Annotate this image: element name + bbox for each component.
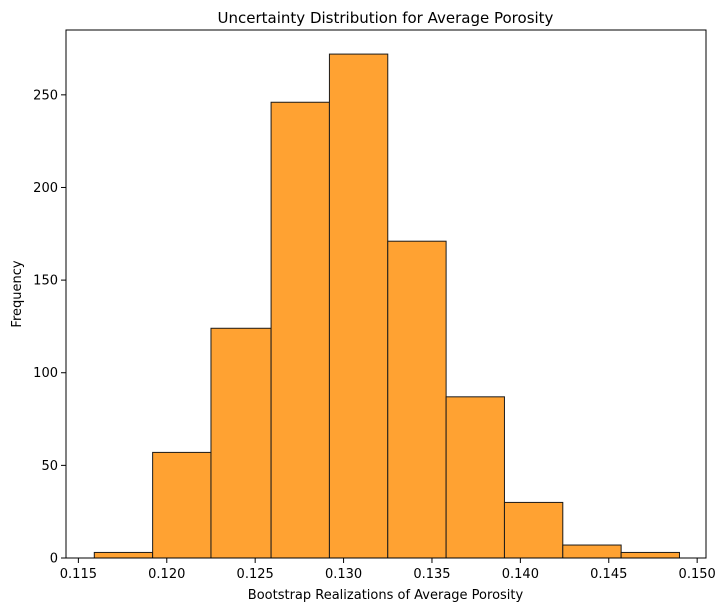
- x-tick-label: 0.125: [237, 567, 274, 582]
- y-tick-label: 200: [33, 181, 58, 196]
- y-tick-label: 150: [33, 274, 58, 289]
- y-axis: 0 50 100 150 200 250: [33, 88, 66, 567]
- x-tick-label: 0.145: [590, 567, 627, 582]
- histogram-bar: [445, 396, 505, 559]
- x-tick-label: 0.130: [325, 567, 362, 582]
- histogram-bar: [93, 551, 154, 559]
- histogram-bar: [503, 501, 564, 559]
- x-tick-label: 0.120: [148, 567, 185, 582]
- x-tick-label: 0.150: [679, 567, 716, 582]
- y-tick-label: 100: [33, 366, 58, 381]
- histogram-bar: [210, 327, 272, 559]
- histogram-bar: [270, 101, 330, 559]
- y-tick-label: 250: [33, 88, 58, 103]
- x-axis: 0.115 0.120 0.125 0.130 0.135 0.140 0.145 0.150: [60, 558, 716, 582]
- histogram-bar: [562, 544, 622, 559]
- x-tick-label: 0.140: [502, 567, 539, 582]
- histogram-bar: [152, 451, 212, 559]
- chart-title: Uncertainty Distribution for Average Por…: [218, 9, 554, 27]
- x-axis-label: Bootstrap Realizations of Average Porosi…: [248, 588, 524, 603]
- x-tick-label: 0.115: [60, 567, 97, 582]
- y-axis-label: Frequency: [10, 260, 25, 327]
- bars-group: [93, 53, 680, 559]
- histogram-bar: [328, 53, 389, 559]
- y-tick-label: 50: [41, 459, 58, 474]
- histogram-bar: [387, 240, 447, 559]
- x-tick-label: 0.135: [413, 567, 450, 582]
- histogram-bar: [620, 551, 680, 559]
- y-tick-label: 0: [50, 552, 58, 567]
- plot-frame: [65, 29, 707, 559]
